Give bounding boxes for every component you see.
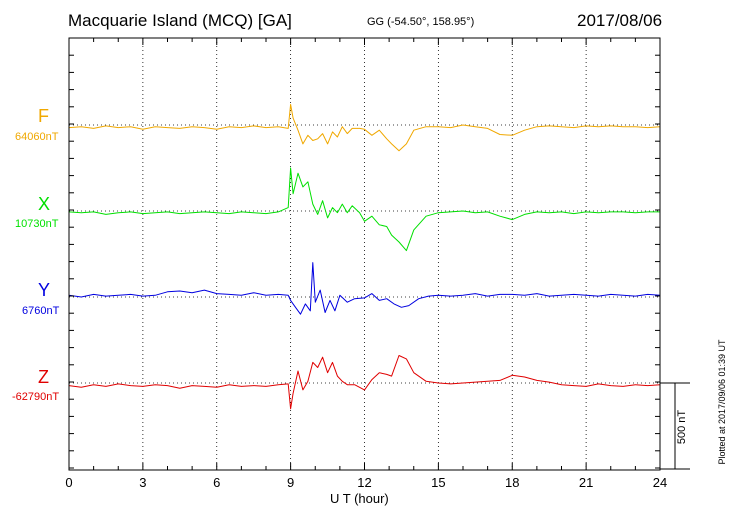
x-tick-label-12: 12 [357,475,372,490]
x-tick-label-6: 6 [213,475,221,490]
x-tick-label-0: 0 [65,475,73,490]
scale-bar-label: 500 nT [676,409,688,445]
series-lines [68,103,661,410]
series-f-line [68,103,661,152]
x-tick-label-18: 18 [505,475,520,490]
series-x-name: X [38,194,51,214]
series-y-name: Y [38,280,51,300]
x-tick-label-15: 15 [431,475,446,490]
series-y-baseline-label: 6760nT [22,305,60,317]
coordinates-label: GG (-54.50°, 158.95°) [367,16,475,28]
scale-bar [660,382,690,470]
series-y-line [68,262,661,315]
series-z-line [68,355,661,410]
axis-ticks [68,38,661,470]
series-f-name: F [38,106,49,126]
grid-lines [142,38,587,470]
series-z-baseline-label: -62790nT [12,391,60,403]
x-tick-label-21: 21 [578,475,594,490]
series-x-line [68,167,660,252]
x-tick-label-24: 24 [652,475,668,490]
baseline-lines [69,124,660,384]
series-x-baseline-label: 10730nT [15,218,59,230]
date-label: 2017/08/06 [577,11,663,30]
x-tick-label-9: 9 [287,475,295,490]
x-axis-label: U T (hour) [330,491,389,506]
x-tick-label-3: 3 [139,475,147,490]
series-f-baseline-label: 64060nT [15,131,59,143]
station-title: Macquarie Island (MCQ) [GA] [68,11,292,30]
series-z-name: Z [38,367,49,387]
plotted-timestamp: Plotted at 2017/09/06 01:39 UT [717,339,727,465]
